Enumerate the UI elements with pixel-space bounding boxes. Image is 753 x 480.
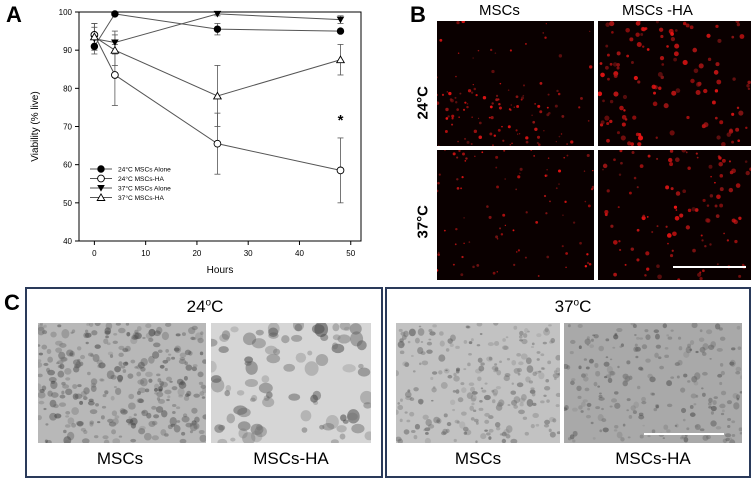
panel-c-37c-frame [385,287,751,478]
panel-a-letter: A [6,2,22,27]
x-tick-label: 20 [192,249,201,258]
data-point [336,27,345,35]
data-point [213,10,222,18]
series-line [94,13,341,44]
y-tick-label: 80 [63,84,72,93]
legend-label: 24°C MSCs Alone [118,166,171,174]
fluorescence-image-37c-mscs [437,150,594,280]
data-point [336,16,345,24]
y-tick-label: 60 [63,161,72,170]
data-point [111,39,119,47]
data-point [213,25,222,33]
panel-c-label-37c-mscs: MSCs [454,449,502,468]
panel-c-24c-frame [25,287,383,478]
fluorescence-image-37c-mscs-ha [598,150,751,280]
significance-asterisk: * [338,112,344,129]
panel-c-temp-24c: 24oC [186,297,224,316]
x-tick-label: 40 [295,249,304,258]
data-point [89,32,99,41]
fluorescence-image-24c-mscs [437,21,594,146]
series-line [94,36,341,97]
data-point [336,166,345,175]
panel-c-label-24c-mscs: MSCs [96,449,144,468]
scale-bar [673,266,746,268]
legend-marker [97,165,105,173]
panel-c-letter: C [4,290,20,315]
y-tick-label: 100 [59,8,73,17]
y-tick-label: 50 [63,199,72,208]
y-tick-label: 70 [63,123,72,132]
x-tick-label: 0 [92,249,97,258]
panel-b-row-label-24c: 24°C [414,85,432,120]
x-tick-label: 30 [244,249,253,258]
phase-image-37c-mscs-ha [564,323,742,443]
data-point [90,42,99,51]
viability-chart: 0 10 20 30 40 50 40 50 60 70 80 90 100 Hours Viability… [30,8,362,276]
data-point [111,10,119,18]
data-point [111,71,119,79]
y-tick-label: 40 [63,237,72,246]
fluorescence-image-24c-mscs-ha [598,21,751,146]
legend-marker [96,192,106,201]
data-point [213,139,222,148]
legend-label: 37°C MSCs Alone [118,185,171,193]
scale-bar [644,433,724,435]
phase-image-24c-mscs [38,323,206,443]
legend-label: 24°C MSCs-HA [118,175,164,183]
panel-b-col-label-mscs: MSCs [479,2,520,19]
x-tick-label: 50 [346,249,355,258]
y-tick-label: 90 [63,46,72,55]
legend-marker [97,174,105,183]
y-axis-label: Viability (% live) [30,91,41,161]
x-axis-label: Hours [207,265,234,276]
legend-label: 37°C MSCs-HA [118,194,164,202]
data-point [212,91,223,100]
legend-marker [97,185,105,192]
panel-c-label-37c-mscs-ha: MSCs-HA [615,449,691,468]
data-point [110,45,120,54]
panel-b-col-label-mscs-ha: MSCs -HA [622,2,693,19]
series-line [93,34,341,171]
phase-image-37c-mscs [396,323,560,443]
phase-image-24c-mscs-ha [211,323,371,443]
panel-b-row-label-37c: 37°C [414,204,432,239]
series-line [93,13,341,47]
panel-c-label-24c-mscs-ha: MSCs-HA [253,449,329,468]
panel-b-letter: B [410,2,426,27]
x-tick-label: 10 [141,249,150,258]
panel-c-temp-37c: 37oC [554,297,592,316]
data-point [335,55,346,64]
